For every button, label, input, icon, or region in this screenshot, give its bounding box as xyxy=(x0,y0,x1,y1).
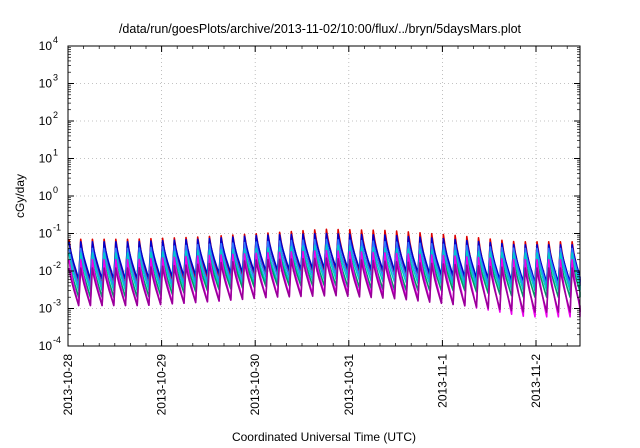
x-tick-label: 2013-10-30 xyxy=(248,354,262,416)
y-tick-exponent: -2 xyxy=(53,260,61,270)
y-tick-exponent: -1 xyxy=(53,223,61,233)
y-tick-label: 10 xyxy=(39,339,53,353)
x-tick-label: 2013-10-31 xyxy=(342,354,356,416)
y-tick-label: 10 xyxy=(39,77,53,91)
chart-title: /data/run/goesPlots/archive/2013-11-02/1… xyxy=(118,22,522,36)
y-tick-label: 10 xyxy=(39,227,53,241)
x-tick-label: 2013-10-28 xyxy=(61,354,75,416)
x-axis-label: Coordinated Universal Time (UTC) xyxy=(232,430,416,444)
y-tick-exponent: 2 xyxy=(53,110,58,120)
x-tick-label: 2013-11-2 xyxy=(529,354,543,408)
y-tick-exponent: -3 xyxy=(53,298,61,308)
y-tick-label: 10 xyxy=(39,114,53,128)
grid-lines xyxy=(68,46,580,346)
plot-area xyxy=(68,228,581,318)
y-tick-label: 10 xyxy=(39,152,53,166)
series-line xyxy=(68,257,581,313)
y-tick-exponent: 3 xyxy=(53,73,58,83)
y-tick-exponent: -4 xyxy=(53,335,61,345)
y-tick-label: 10 xyxy=(39,302,53,316)
x-tick-label: 2013-11-1 xyxy=(435,354,449,408)
y-tick-label: 10 xyxy=(39,189,53,203)
x-axis: 2013-10-28 2013-10-29 2013-10-30 2013-10-31… xyxy=(61,46,568,416)
y-tick-label: 10 xyxy=(39,264,53,278)
y-tick-exponent: 4 xyxy=(53,35,58,45)
y-tick-exponent: 1 xyxy=(53,148,58,158)
y-tick-exponent: 0 xyxy=(53,185,58,195)
y-tick-label: 10 xyxy=(39,39,53,53)
x-tick-label: 2013-10-29 xyxy=(155,354,169,416)
y-axis-label: cGy/day xyxy=(13,174,27,218)
